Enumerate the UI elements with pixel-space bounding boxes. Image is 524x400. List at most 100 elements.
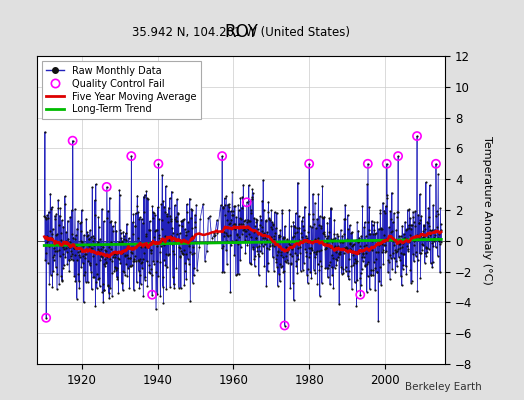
Point [270, 268, 278, 274]
Point [157, 201, 166, 208]
Point [246, 260, 254, 266]
Point [174, 209, 182, 216]
Point [224, 201, 232, 208]
Point [82, 241, 91, 248]
Point [236, 244, 245, 250]
Point [273, 252, 281, 258]
Point [285, 239, 293, 245]
Point [393, 214, 401, 220]
Point [434, 171, 442, 177]
Point [381, 242, 389, 248]
Point [389, 238, 398, 244]
Point [400, 251, 409, 258]
Point [176, 230, 184, 236]
Point [107, 218, 115, 224]
Point [287, 244, 296, 250]
Point [70, 272, 79, 279]
Point [332, 246, 341, 252]
Point [432, 213, 441, 219]
Point [270, 209, 279, 215]
Point [42, 239, 51, 246]
Point [145, 269, 154, 275]
Point [66, 214, 74, 220]
Point [370, 230, 379, 237]
Point [165, 204, 173, 211]
Point [405, 206, 413, 212]
Point [101, 262, 110, 269]
Point [143, 283, 151, 290]
Point [108, 258, 116, 264]
Point [410, 258, 418, 264]
Point [129, 211, 138, 218]
Point [291, 224, 299, 230]
Point [415, 220, 423, 226]
Point [313, 216, 321, 222]
Point [307, 244, 315, 251]
Point [366, 272, 375, 278]
Point [272, 259, 280, 266]
Point [84, 258, 93, 264]
Point [100, 286, 108, 293]
Point [368, 238, 376, 244]
Point [50, 248, 59, 254]
Point [375, 278, 384, 284]
Point [427, 229, 435, 235]
Point [373, 269, 381, 275]
Point [127, 153, 136, 159]
Point [255, 243, 264, 250]
Point [141, 244, 149, 251]
Point [282, 257, 291, 263]
Point [66, 244, 74, 250]
Point [287, 223, 296, 229]
Point [300, 237, 308, 243]
Point [270, 236, 278, 242]
Point [279, 233, 288, 240]
Point [213, 230, 222, 236]
Point [320, 229, 328, 235]
Point [349, 262, 357, 268]
Point [257, 223, 266, 230]
Point [130, 253, 139, 259]
Point [41, 256, 49, 263]
Point [395, 233, 403, 239]
Point [167, 216, 175, 222]
Point [367, 272, 376, 279]
Point [256, 240, 265, 246]
Point [42, 215, 51, 221]
Point [342, 244, 351, 250]
Point [236, 195, 245, 201]
Point [78, 207, 86, 213]
Point [343, 236, 352, 242]
Point [380, 207, 388, 214]
Point [235, 221, 243, 227]
Point [189, 234, 198, 240]
Point [318, 183, 326, 189]
Point [285, 206, 293, 213]
Point [375, 226, 383, 232]
Point [140, 209, 148, 215]
Point [262, 217, 270, 224]
Point [85, 242, 94, 249]
Point [269, 243, 278, 250]
Point [59, 224, 68, 230]
Point [277, 264, 285, 270]
Point [309, 221, 318, 228]
Point [137, 216, 146, 222]
Point [314, 235, 322, 241]
Point [226, 208, 235, 214]
Point [165, 234, 173, 240]
Point [346, 247, 355, 253]
Point [131, 222, 139, 229]
Point [276, 232, 285, 239]
Point [349, 251, 357, 258]
Point [245, 218, 254, 224]
Point [84, 232, 92, 238]
Point [329, 255, 337, 261]
Point [101, 256, 109, 262]
Point [263, 244, 271, 251]
Point [315, 292, 324, 299]
Point [338, 233, 346, 239]
Point [370, 219, 379, 225]
Point [183, 239, 192, 246]
Point [386, 208, 395, 214]
